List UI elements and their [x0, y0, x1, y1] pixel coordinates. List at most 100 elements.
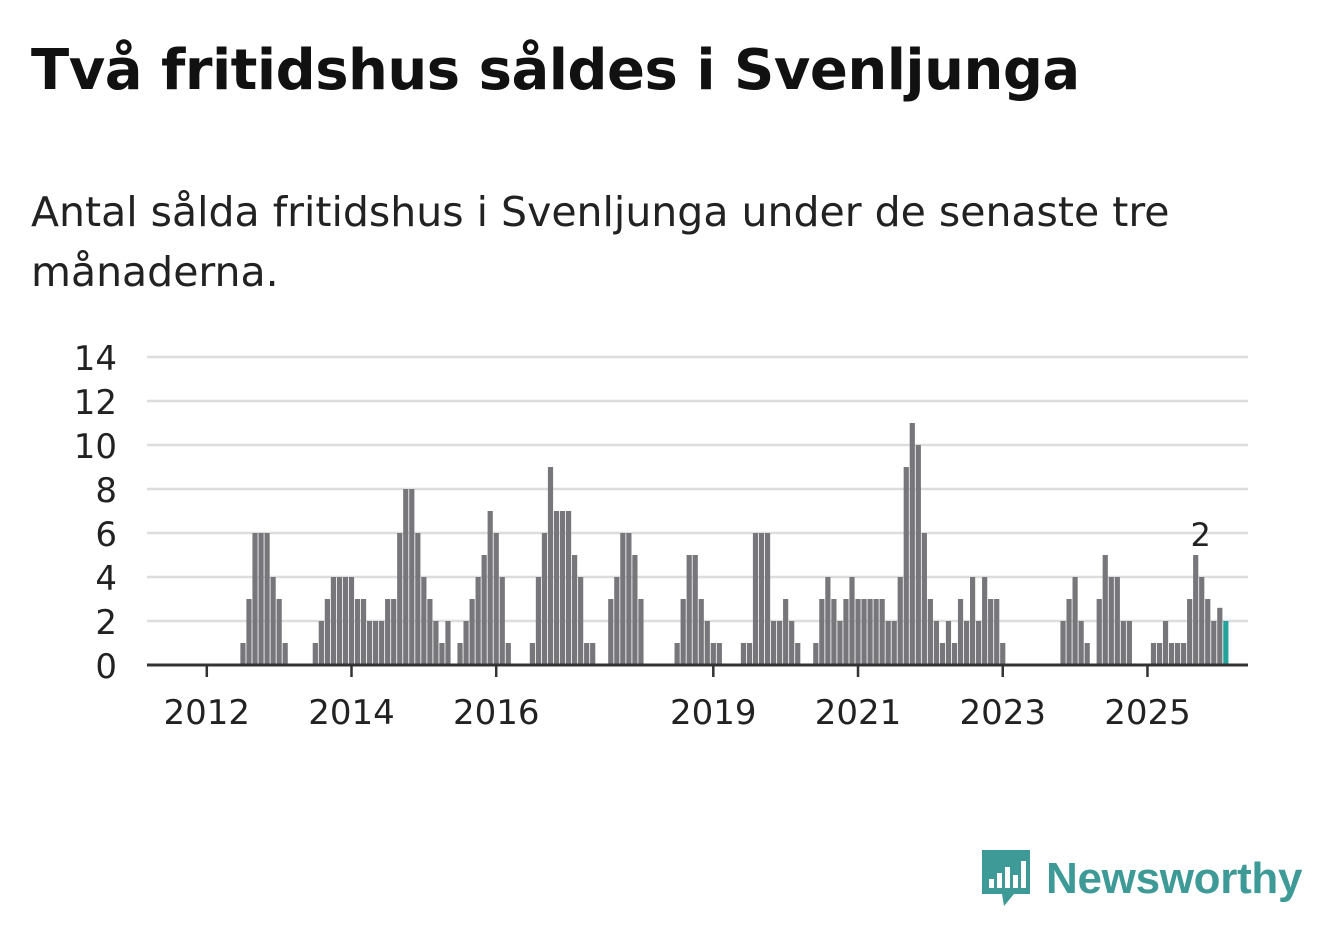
bar — [843, 599, 849, 665]
bar — [831, 599, 837, 665]
bar — [752, 533, 759, 665]
bar — [783, 599, 789, 665]
bar — [584, 643, 590, 665]
bar — [547, 467, 554, 665]
bar — [553, 511, 560, 665]
bar — [632, 555, 638, 665]
bar — [1066, 599, 1072, 665]
bar — [463, 621, 469, 665]
bar — [366, 621, 373, 665]
bar — [873, 599, 879, 665]
bar — [933, 621, 940, 665]
bar — [915, 445, 921, 665]
y-tick-label: 4 — [95, 559, 117, 599]
bar — [385, 599, 391, 665]
bar — [686, 555, 692, 665]
bar — [1000, 643, 1006, 665]
bar — [927, 599, 933, 665]
bar — [240, 643, 246, 665]
bar — [789, 621, 795, 665]
bar — [855, 599, 861, 665]
bar — [1181, 643, 1187, 665]
bar — [1168, 643, 1175, 665]
bar — [1162, 621, 1169, 665]
bar — [264, 533, 270, 665]
y-tick-label: 8 — [95, 471, 117, 511]
bar — [969, 577, 976, 665]
y-tick-label: 12 — [74, 383, 117, 423]
bar — [1205, 599, 1211, 665]
bar — [945, 621, 952, 665]
bar — [1120, 621, 1126, 665]
bar — [336, 577, 343, 665]
bar — [1108, 577, 1114, 665]
x-tick-label: 2016 — [453, 693, 540, 733]
bar — [1156, 643, 1163, 665]
bar — [252, 533, 258, 665]
bar — [963, 621, 970, 665]
y-tick-label: 14 — [74, 339, 117, 379]
y-tick-label: 6 — [95, 515, 117, 555]
bar — [819, 599, 825, 665]
x-tick-label: 2012 — [164, 693, 251, 733]
bar — [1211, 621, 1217, 665]
bar — [680, 599, 686, 665]
bar — [505, 643, 511, 665]
bar — [475, 577, 481, 665]
bar — [764, 533, 771, 665]
bar — [360, 599, 367, 665]
bar — [903, 467, 909, 665]
bar — [469, 599, 475, 665]
bar — [620, 533, 626, 665]
bar — [481, 555, 487, 665]
bar — [994, 599, 1000, 665]
bar — [795, 643, 801, 665]
bar — [746, 643, 753, 665]
bar — [771, 621, 777, 665]
bar — [391, 599, 397, 665]
x-tick-label: 2019 — [670, 693, 757, 733]
bar — [348, 577, 355, 665]
x-tick-label: 2014 — [308, 693, 395, 733]
bar — [909, 423, 915, 665]
bar — [397, 533, 403, 665]
bar — [318, 621, 324, 665]
bar — [499, 577, 505, 665]
bar — [837, 621, 843, 665]
bar — [330, 577, 337, 665]
bar — [867, 599, 873, 665]
bar — [578, 577, 584, 665]
bar — [535, 577, 542, 665]
brand-logo: Newsworthy — [980, 848, 1302, 910]
bar — [939, 643, 946, 665]
bar — [891, 621, 897, 665]
x-tick-label: 2021 — [815, 693, 902, 733]
y-tick-label: 2 — [95, 603, 117, 643]
bar-latest — [1223, 621, 1229, 665]
bar — [608, 599, 614, 665]
bar — [433, 621, 439, 665]
y-tick-label: 0 — [95, 647, 117, 687]
bar — [1102, 555, 1108, 665]
bar — [704, 621, 710, 665]
bar — [415, 533, 421, 665]
bar — [897, 577, 903, 665]
bar — [379, 621, 385, 665]
bar — [565, 511, 572, 665]
bar — [373, 621, 379, 665]
bar — [698, 599, 704, 665]
bar — [559, 511, 566, 665]
bar — [541, 533, 548, 665]
bar — [1217, 607, 1223, 665]
bar — [716, 643, 722, 665]
y-tick-label: 10 — [74, 427, 117, 467]
bar — [982, 577, 988, 665]
data-label: 2 — [1191, 516, 1211, 554]
bar — [777, 621, 783, 665]
bar — [1193, 555, 1199, 665]
bar — [957, 599, 964, 665]
bar — [276, 599, 282, 665]
bar — [674, 643, 680, 665]
bar — [1078, 621, 1084, 665]
